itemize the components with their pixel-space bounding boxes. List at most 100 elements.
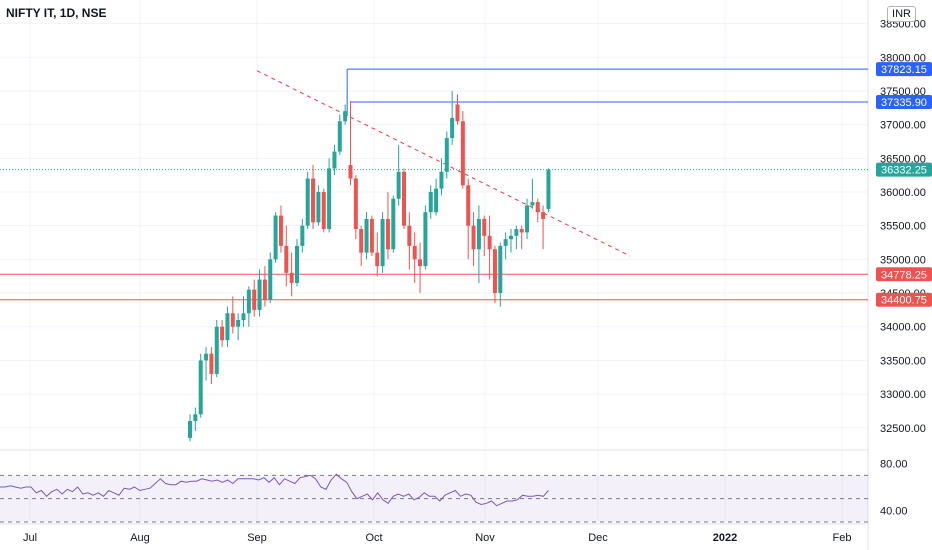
candle-body [284, 245, 289, 273]
candle-body [262, 279, 267, 300]
candle-body [204, 353, 209, 361]
candle-body [546, 169, 551, 209]
candle-body [450, 117, 455, 139]
candle-body [530, 202, 535, 206]
x-tick-label: Feb [833, 532, 852, 544]
candle-body [188, 421, 192, 438]
y-tick-label: 37000.00 [880, 120, 926, 132]
candle-body [316, 192, 321, 223]
candle-body [252, 289, 257, 310]
y-tick-label: 36500.00 [880, 153, 926, 165]
candle-body [412, 245, 417, 260]
candle-body [369, 218, 374, 253]
price-label-box [876, 62, 932, 77]
y-tick-label: 35500.00 [880, 221, 926, 233]
candle-body [364, 218, 369, 253]
candle-body [343, 111, 348, 122]
candle-body [466, 185, 471, 226]
x-tick-label: Jul [23, 532, 37, 544]
candle-body [498, 245, 503, 294]
candle-body [434, 188, 439, 213]
x-tick-label: Oct [365, 532, 382, 544]
price-axis: 32500.0033000.0033500.0034000.0034500.00… [880, 19, 926, 435]
y-tick-label: 33500.00 [880, 355, 926, 367]
candle-body [289, 272, 294, 283]
candle-body [439, 171, 444, 189]
candle-body [385, 218, 390, 250]
candle-body [460, 121, 465, 186]
y-tick-label: 34000.00 [880, 322, 926, 334]
candle-body [295, 245, 299, 283]
candle-body [428, 192, 433, 213]
price-label-box [876, 292, 932, 307]
candle-body [444, 138, 449, 172]
candle-body [337, 121, 342, 152]
candle-body [230, 313, 235, 327]
candle-body [423, 212, 428, 267]
grid-lines [0, 0, 869, 550]
rsi-line [0, 473, 549, 507]
candle-body [353, 178, 358, 230]
candle-body [396, 171, 401, 199]
candle-body [236, 320, 241, 327]
x-tick-label: 2022 [713, 532, 737, 544]
dashed-trendline [256, 70, 631, 257]
currency-label[interactable]: INR [887, 6, 916, 22]
y-tick-label: 36000.00 [880, 187, 926, 199]
candle-body [209, 353, 214, 374]
y-tick-label: 37500.00 [880, 86, 926, 98]
price-label-text: 36332.25 [881, 165, 927, 177]
candle-body [321, 192, 326, 230]
candle-body [273, 215, 278, 260]
candle-body [311, 178, 316, 223]
candle-body [300, 225, 305, 246]
price-label-text: 34778.25 [881, 269, 927, 281]
horizontal-lines [0, 68, 868, 301]
time-axis: Jul Aug Sep Oct Nov Dec 2022 Feb [23, 532, 852, 544]
candle-body [509, 235, 513, 240]
candle-body [503, 239, 508, 246]
candle-body [487, 235, 492, 250]
candle-body [514, 229, 519, 236]
x-tick-label: Aug [130, 532, 150, 544]
candle-body [525, 205, 530, 233]
candle-body [305, 178, 310, 226]
candle-body [541, 212, 546, 219]
y-tick-label: 35000.00 [880, 254, 926, 266]
candle-body [455, 104, 460, 122]
trendline [256, 70, 631, 257]
candle-body [198, 360, 203, 415]
price-label-box [876, 95, 932, 110]
candle-body [418, 259, 423, 267]
price-label-text: 37335.90 [881, 97, 927, 109]
candle-body [535, 202, 540, 213]
candle-body [278, 215, 283, 246]
candle-body [193, 414, 198, 422]
price-labels: 37823.15 37335.90 36332.25 34778.25 34400.75 [876, 62, 932, 307]
price-label-text: 37823.15 [881, 64, 927, 76]
candle-body [407, 225, 412, 246]
y-tick-label: 33000.00 [880, 389, 926, 401]
candle-body [476, 218, 481, 250]
rsi-panel: 80.00 40.00 [0, 459, 908, 523]
x-tick-label: Nov [475, 532, 495, 544]
candle-body [348, 165, 353, 179]
candle-body [220, 326, 225, 341]
candle-body [359, 229, 364, 253]
candle-body [246, 289, 251, 314]
candle-body [241, 313, 246, 320]
candle-body [519, 229, 524, 233]
candle-body [482, 218, 487, 236]
price-label-box [876, 162, 932, 177]
candle-body [214, 326, 219, 374]
candle-body [257, 279, 262, 310]
candle-body [391, 198, 396, 250]
candle-body [225, 313, 230, 341]
candle-body [268, 259, 273, 300]
candles [188, 90, 551, 442]
candle-body [332, 151, 337, 169]
candle-body [375, 252, 380, 267]
y-tick-label: 38000.00 [880, 52, 926, 64]
candle-body [492, 249, 497, 294]
